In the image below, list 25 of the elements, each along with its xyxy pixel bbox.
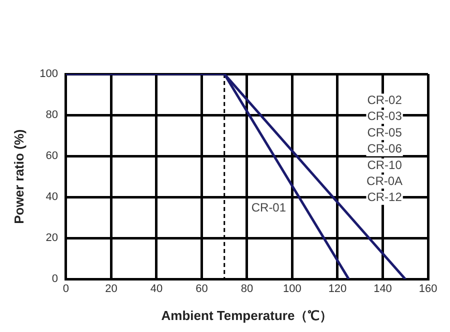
x-tick-label: 80 xyxy=(240,282,254,295)
y-tick-label: 20 xyxy=(46,232,58,244)
x-axis-title: Ambient Temperature（℃） xyxy=(161,308,333,323)
x-tick-label: 0 xyxy=(62,282,70,295)
x-tick-label: 160 xyxy=(418,282,438,295)
annotation: CR-01 xyxy=(251,200,286,215)
annotation: CR-10 xyxy=(367,158,402,172)
y-axis-title: Power ratio (%) xyxy=(11,129,26,224)
annotation: CR-05 xyxy=(367,125,402,140)
y-tick-label: 40 xyxy=(46,191,58,204)
annotation: CR-06 xyxy=(367,142,402,156)
y-tick-label: 60 xyxy=(46,150,58,162)
annotation: CR-12 xyxy=(367,190,402,204)
x-tick-label: 100 xyxy=(283,282,302,295)
y-tick-label: 0 xyxy=(52,273,58,286)
x-tick-label: 60 xyxy=(196,282,208,295)
annotation: CR-02 xyxy=(367,92,402,107)
x-tick-label: 20 xyxy=(105,282,118,295)
x-tick-label: 120 xyxy=(328,282,347,295)
x-tick-label: 140 xyxy=(374,282,392,295)
annotation: CR-0A xyxy=(366,174,403,188)
annotation: CR-03 xyxy=(367,109,402,124)
y-tick-label: 100 xyxy=(40,68,58,80)
x-tick-label: 40 xyxy=(150,282,163,295)
y-tick-label: 80 xyxy=(46,109,58,122)
